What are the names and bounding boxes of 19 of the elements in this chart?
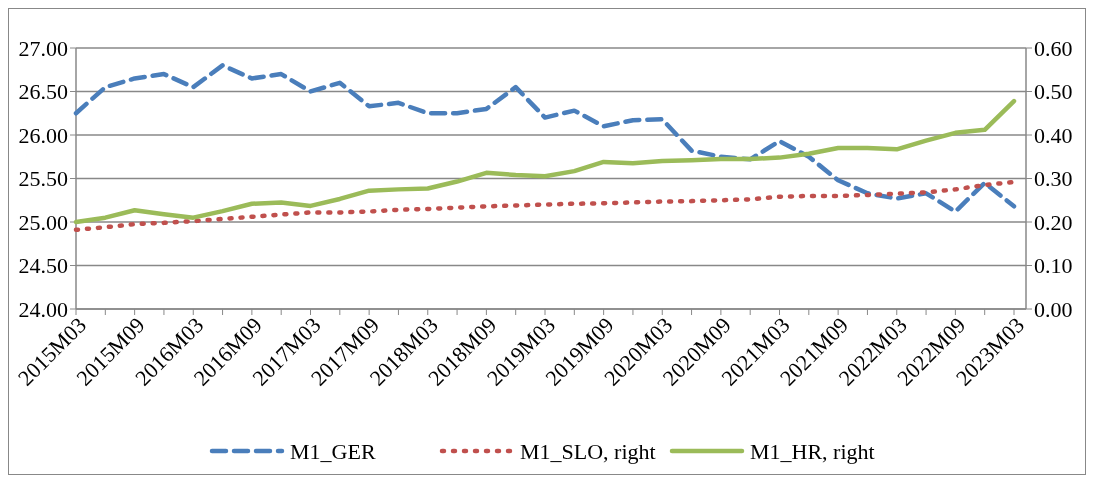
y-tick-label: 25.00 [18, 209, 68, 235]
y2-tick-label: 0.10 [1034, 253, 1073, 279]
y2-tick-label: 0.50 [1034, 79, 1073, 105]
y-tick-label: 26.00 [18, 122, 68, 148]
legend-label: M1_GER [290, 438, 376, 464]
y2-tick-label: 0.60 [1034, 35, 1073, 61]
y-tick-label: 24.50 [18, 253, 68, 279]
y2-tick-label: 0.20 [1034, 209, 1073, 235]
y-tick-label: 25.50 [18, 166, 68, 192]
y-tick-label: 26.50 [18, 79, 68, 105]
legend-label: M1_HR, right [750, 438, 875, 464]
y2-tick-label: 0.40 [1034, 122, 1073, 148]
y-tick-label: 27.00 [18, 35, 68, 61]
y2-tick-label: 0.30 [1034, 166, 1073, 192]
line-series [73, 63, 1017, 214]
y-tick-label: 24.00 [18, 296, 68, 322]
y2-tick-label: 0.00 [1034, 296, 1073, 322]
line-series [73, 98, 1017, 225]
legend-label: M1_SLO, right [520, 438, 656, 464]
